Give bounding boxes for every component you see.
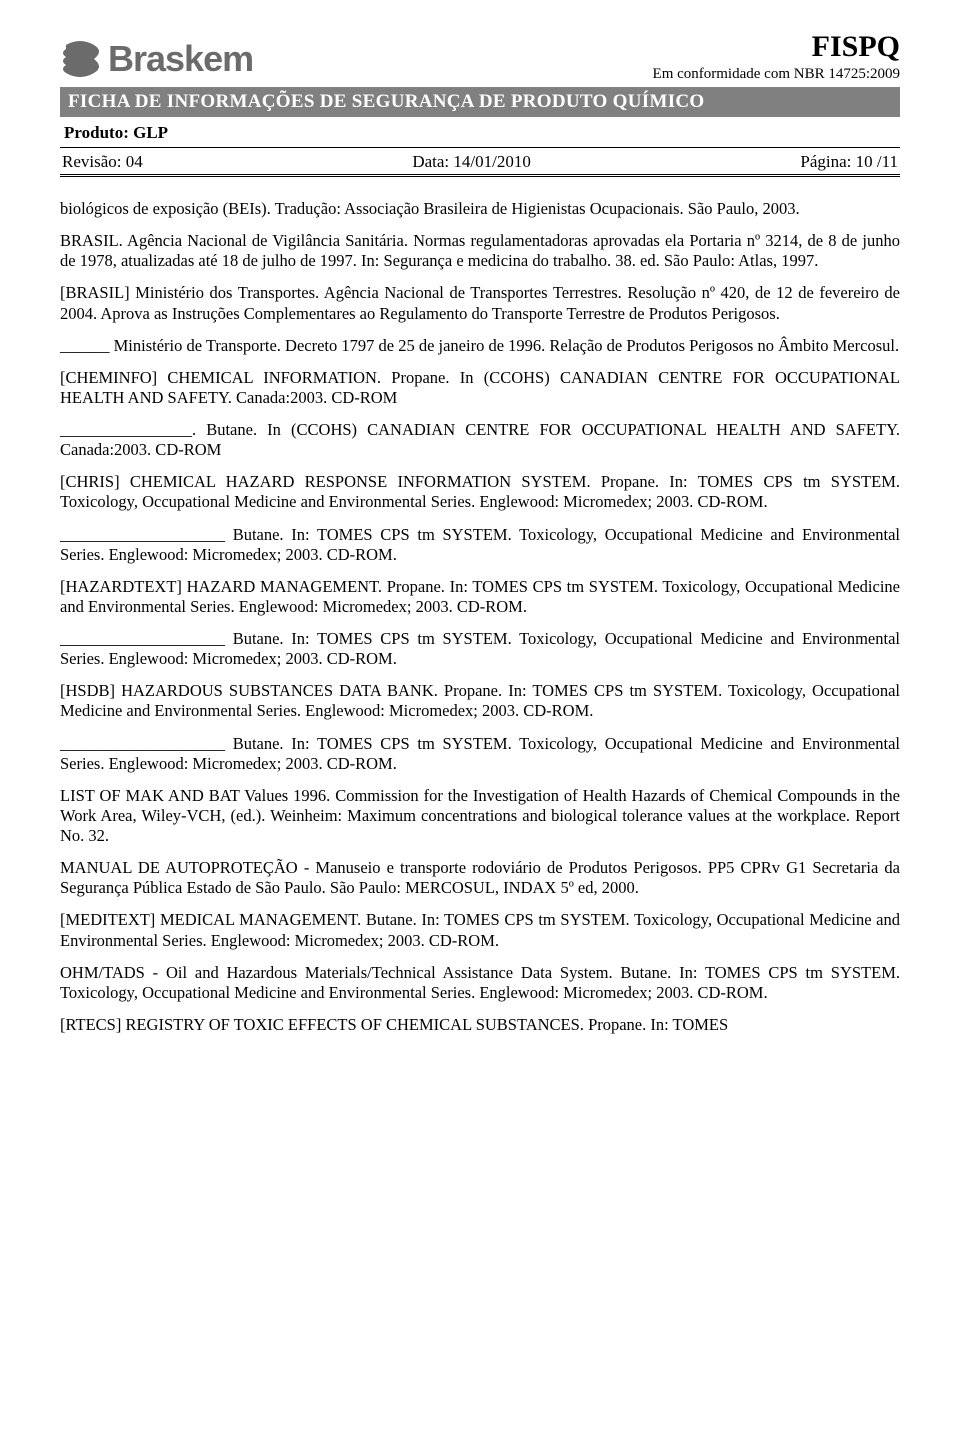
- paragraph: BRASIL. Agência Nacional de Vigilância S…: [60, 231, 900, 271]
- revision-line: Revisão: 04 Data: 14/01/2010 Página: 10 …: [60, 148, 900, 177]
- revision-date: Data: 14/01/2010: [412, 152, 531, 172]
- paragraph: biológicos de exposição (BEIs). Tradução…: [60, 199, 900, 219]
- paragraph: [CHRIS] CHEMICAL HAZARD RESPONSE INFORMA…: [60, 472, 900, 512]
- paragraph: MANUAL DE AUTOPROTEÇÃO - Manuseio e tran…: [60, 858, 900, 898]
- document-banner: FICHA DE INFORMAÇÕES DE SEGURANÇA DE PRO…: [60, 87, 900, 117]
- paragraph: [HSDB] HAZARDOUS SUBSTANCES DATA BANK. P…: [60, 681, 900, 721]
- paragraph: ____________________ Butane. In: TOMES C…: [60, 525, 900, 565]
- paragraph: LIST OF MAK AND BAT Values 1996. Commiss…: [60, 786, 900, 846]
- paragraph: [MEDITEXT] MEDICAL MANAGEMENT. Butane. I…: [60, 910, 900, 950]
- paragraph: [BRASIL] Ministério dos Transportes. Agê…: [60, 283, 900, 323]
- logo-text: Braskem: [108, 38, 253, 80]
- logo-mark-icon: [60, 39, 106, 79]
- paragraph: ____________________ Butane. In: TOMES C…: [60, 734, 900, 774]
- conformity-text: Em conformidade com NBR 14725:2009: [653, 66, 900, 83]
- page-number: Página: 10 /11: [800, 152, 898, 172]
- product-label: Produto: GLP: [60, 117, 900, 148]
- company-logo: Braskem: [60, 38, 253, 80]
- paragraph: ________________. Butane. In (CCOHS) CAN…: [60, 420, 900, 460]
- paragraph: [RTECS] REGISTRY OF TOXIC EFFECTS OF CHE…: [60, 1015, 900, 1035]
- paragraph: [HAZARDTEXT] HAZARD MANAGEMENT. Propane.…: [60, 577, 900, 617]
- revision-number: Revisão: 04: [62, 152, 143, 172]
- paragraph: [CHEMINFO] CHEMICAL INFORMATION. Propane…: [60, 368, 900, 408]
- document-body: biológicos de exposição (BEIs). Tradução…: [60, 199, 900, 1035]
- paragraph: OHM/TADS - Oil and Hazardous Materials/T…: [60, 963, 900, 1003]
- doc-type-title: FISPQ: [653, 30, 900, 64]
- paragraph: ____________________ Butane. In: TOMES C…: [60, 629, 900, 669]
- paragraph: ______ Ministério de Transporte. Decreto…: [60, 336, 900, 356]
